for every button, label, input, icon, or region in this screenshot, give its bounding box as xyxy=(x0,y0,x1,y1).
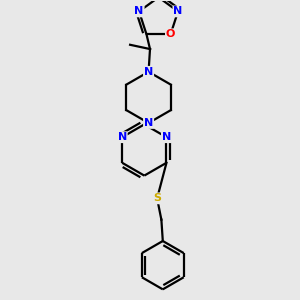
Text: N: N xyxy=(162,132,171,142)
Text: N: N xyxy=(144,118,153,128)
Text: N: N xyxy=(134,6,144,16)
Text: N: N xyxy=(118,132,127,142)
Text: N: N xyxy=(173,6,183,16)
Text: S: S xyxy=(153,193,161,203)
Text: N: N xyxy=(144,67,153,77)
Text: O: O xyxy=(166,29,175,39)
